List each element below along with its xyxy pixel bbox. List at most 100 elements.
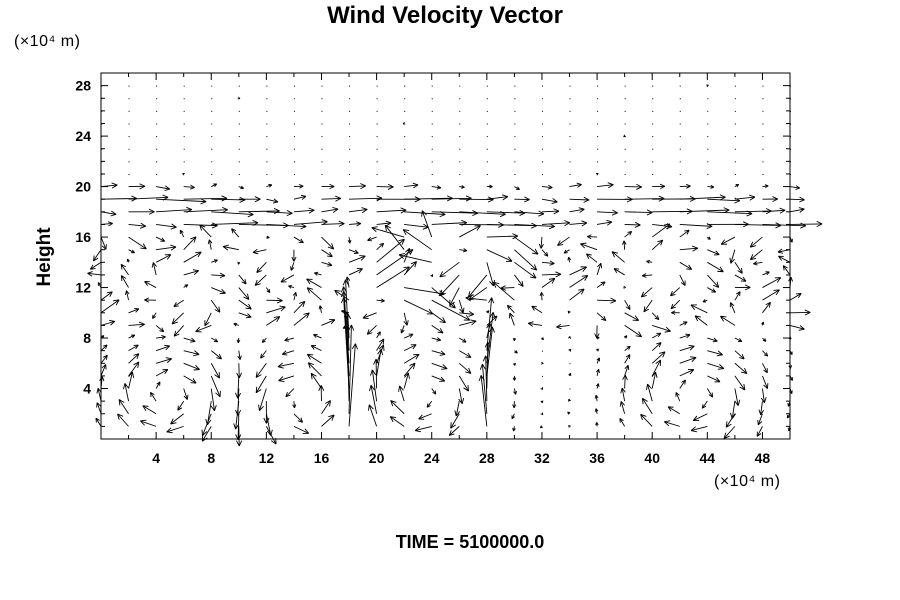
x-tick-label: 40	[644, 450, 660, 466]
wind-vector	[265, 287, 271, 293]
wind-vector	[734, 222, 782, 229]
wind-vector	[624, 173, 626, 175]
wind-vector	[238, 185, 244, 190]
wind-vector	[404, 195, 453, 202]
wind-vector	[100, 354, 108, 364]
wind-vector	[679, 223, 713, 230]
wind-vector	[622, 374, 628, 389]
wind-vector	[183, 98, 185, 100]
wind-vector	[568, 336, 571, 339]
wind-vector	[431, 388, 437, 395]
wind-vector	[293, 300, 306, 314]
wind-vector	[238, 312, 252, 319]
wind-vector	[349, 98, 351, 100]
x-axis-unit: (×10⁴ m)	[714, 473, 781, 490]
y-tick-label: 20	[75, 179, 91, 195]
wind-vector	[210, 299, 221, 313]
wind-vector	[238, 136, 240, 138]
wind-vector	[389, 416, 405, 427]
wind-vector	[403, 333, 414, 339]
wind-vector	[238, 173, 240, 175]
wind-vector	[100, 221, 113, 227]
wind-vector	[321, 136, 323, 138]
wind-vector	[321, 110, 323, 112]
wind-vector	[222, 244, 239, 251]
wind-vector	[622, 240, 627, 250]
wind-vector	[569, 266, 587, 276]
wind-vector	[376, 298, 385, 303]
wind-vector	[177, 400, 185, 411]
wind-vector	[282, 350, 295, 356]
wind-vector	[449, 287, 460, 307]
wind-vector	[101, 85, 102, 87]
wind-vector	[651, 312, 660, 320]
wind-vector	[321, 195, 341, 202]
wind-vector	[266, 305, 286, 314]
wind-vector	[479, 363, 488, 414]
wind-vector	[348, 255, 366, 263]
wind-vector	[266, 85, 268, 87]
wind-vector	[597, 98, 599, 100]
wind-vector	[624, 299, 631, 310]
wind-vector	[790, 161, 791, 163]
x-tick-label: 4	[152, 450, 160, 466]
wind-vector	[729, 302, 736, 313]
wind-vector	[238, 148, 240, 150]
wind-vector	[204, 312, 212, 327]
wind-vector	[183, 206, 228, 213]
wind-vector	[236, 426, 243, 447]
wind-vector	[527, 321, 543, 327]
wind-vector	[376, 238, 405, 263]
wind-vector	[170, 413, 184, 425]
wind-vector	[640, 287, 653, 298]
wind-vector	[183, 148, 185, 150]
wind-vector	[92, 249, 102, 262]
wind-vector	[403, 372, 410, 389]
wind-vector	[624, 161, 626, 163]
wind-vector	[514, 261, 537, 279]
wind-vector	[624, 345, 631, 352]
wind-vector	[431, 299, 471, 321]
wind-vector	[211, 183, 218, 187]
wind-vector	[734, 362, 748, 374]
wind-vector	[597, 136, 599, 138]
wind-vector	[679, 110, 681, 112]
wind-vector	[568, 398, 571, 402]
wind-vector	[788, 276, 794, 288]
wind-vector	[155, 369, 169, 377]
x-tick-label: 8	[207, 450, 215, 466]
wind-vector	[183, 110, 185, 112]
wind-vector	[233, 322, 239, 327]
wind-vector	[734, 337, 743, 342]
wind-vector	[151, 262, 157, 276]
wind-vector	[293, 148, 295, 150]
wind-vector	[459, 337, 467, 343]
wind-vector	[788, 336, 792, 340]
wind-vector	[256, 262, 267, 273]
wind-vector	[321, 220, 345, 227]
wind-vector	[459, 136, 461, 138]
wind-vector	[97, 282, 102, 288]
wind-vector	[156, 173, 158, 175]
wind-vector	[266, 210, 293, 217]
wind-vector	[788, 363, 793, 369]
wind-vector	[384, 224, 405, 250]
wind-vector	[431, 185, 442, 190]
wind-vector	[569, 173, 571, 175]
wind-vector	[707, 236, 711, 240]
wind-vector	[596, 357, 601, 364]
wind-vector	[567, 411, 571, 415]
wind-vector	[790, 173, 791, 175]
wind-vector	[790, 136, 791, 138]
wind-vector	[117, 413, 129, 427]
wind-vector	[569, 196, 590, 203]
wind-vector	[486, 310, 490, 314]
wind-vector	[101, 123, 102, 125]
wind-vector	[431, 375, 446, 382]
wind-vector	[431, 325, 444, 334]
wind-vector	[753, 260, 763, 266]
wind-vector	[266, 110, 268, 112]
wind-vector	[652, 98, 654, 100]
wind-vector	[701, 400, 708, 409]
wind-vector	[597, 110, 599, 112]
